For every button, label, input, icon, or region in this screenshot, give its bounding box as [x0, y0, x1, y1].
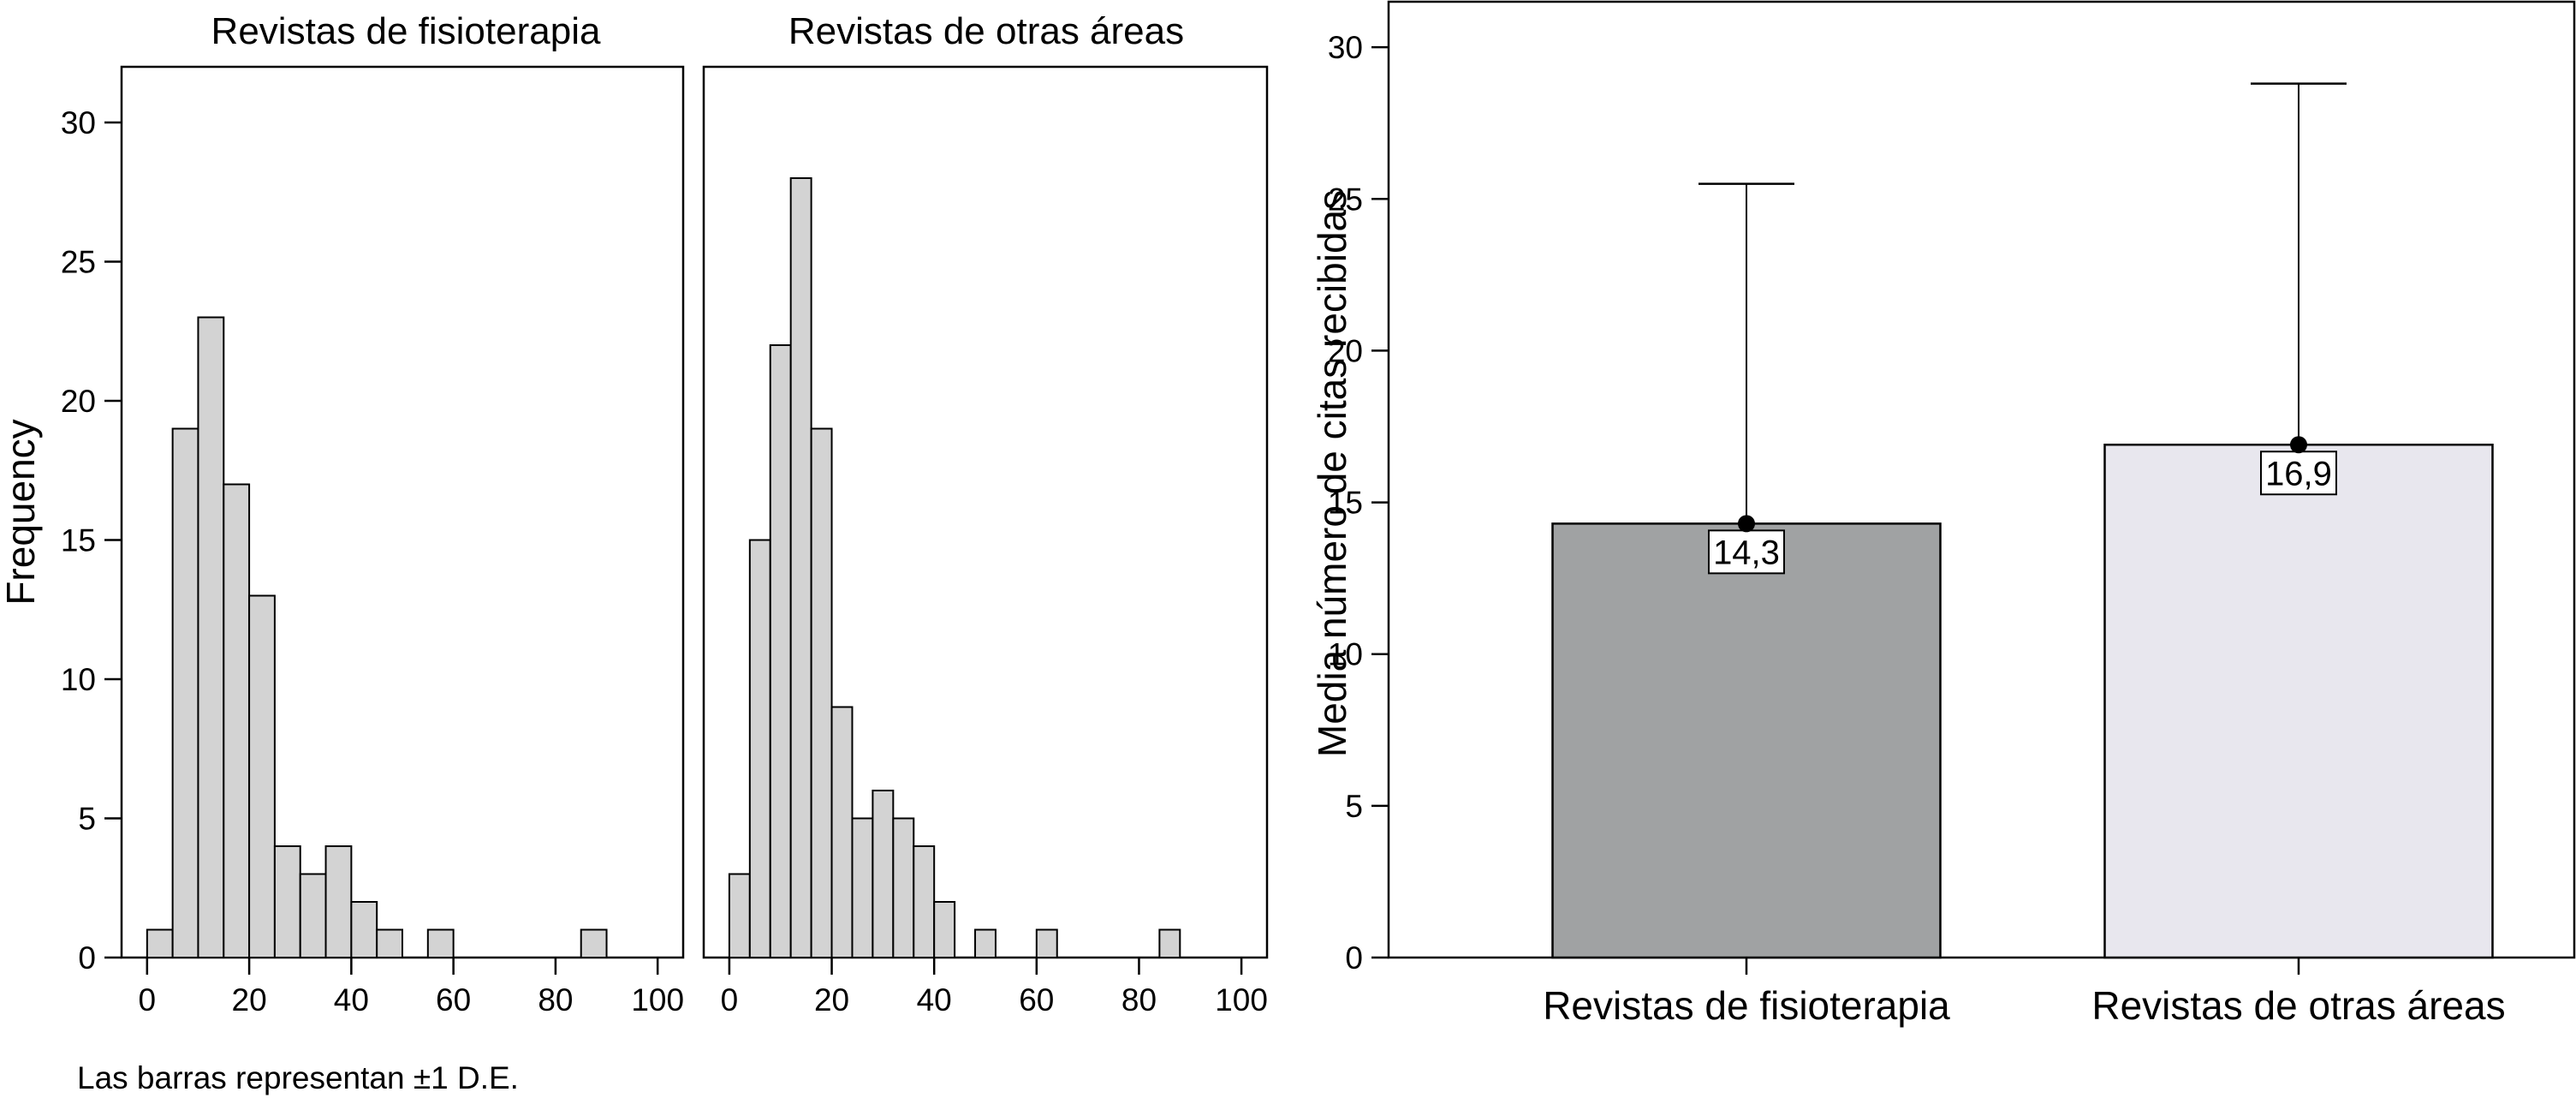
- histogram-bar: [299, 873, 327, 958]
- histogram-otras-areas-bars: [728, 177, 1181, 958]
- mean-bar: [1551, 522, 1942, 959]
- x-tick-label: 100: [631, 982, 684, 1017]
- histogram-bar: [350, 901, 378, 958]
- x-tick-label: 0: [721, 982, 739, 1017]
- histogram-bar: [426, 928, 455, 958]
- y-tick-label: 25: [61, 245, 96, 280]
- y-tick-label: 10: [61, 662, 96, 697]
- histogram-bar: [1158, 928, 1181, 958]
- y-tick-label: 0: [1345, 940, 1363, 976]
- bar-chart-y-axis-label: Media número de citas recibidas: [1310, 190, 1354, 757]
- x-tick-label: 40: [917, 982, 952, 1017]
- bar-chart-bars: 14,3 16,9: [1551, 82, 2494, 959]
- histogram-fisioterapia-title: Revistas de fisioterapia: [211, 10, 601, 52]
- histogram-bar: [728, 873, 751, 958]
- histogram-otras-areas: Revistas de otras áreas 0 20 40 60 80 100: [702, 10, 1269, 1017]
- x-tick-label: 80: [1121, 982, 1157, 1017]
- histogram-bar: [146, 928, 174, 958]
- histogram-otras-areas-title: Revistas de otras áreas: [788, 10, 1184, 52]
- histogram-bar: [223, 483, 251, 958]
- histogram-y-axis-label: Frequency: [0, 419, 43, 605]
- x-tick-label: 20: [814, 982, 849, 1017]
- y-tick-label: 5: [78, 802, 96, 837]
- mean-marker: [1738, 515, 1755, 533]
- x-tick-label: 20: [232, 982, 267, 1017]
- histogram-bar: [872, 790, 895, 958]
- value-label-box: [1708, 529, 1785, 575]
- y-tick-label: 30: [61, 105, 96, 140]
- x-tick-label: 60: [1019, 982, 1054, 1017]
- y-tick-label: 0: [78, 940, 96, 976]
- histogram-bar: [933, 901, 956, 958]
- x-tick-label: 60: [436, 982, 471, 1017]
- x-tick-label: 0: [139, 982, 157, 1017]
- histogram-bar: [171, 427, 199, 958]
- y-tick-label: 15: [61, 523, 96, 558]
- mean-marker: [2290, 436, 2307, 454]
- histogram-otras-areas-x-axis: 0 20 40 60 80 100: [721, 958, 1268, 1017]
- x-tick-label: 100: [1215, 982, 1268, 1017]
- histogram-bar: [376, 928, 404, 958]
- x-tick-label: 40: [334, 982, 369, 1017]
- y-tick-label: 30: [1328, 30, 1363, 65]
- histogram-bar: [273, 845, 301, 958]
- histogram-bar: [248, 594, 276, 958]
- footnote: Las barras representan ±1 D.E.: [77, 1060, 519, 1095]
- x-tick-label: 80: [538, 982, 573, 1017]
- y-tick-label: 25: [1328, 182, 1363, 217]
- histogram-bar: [810, 427, 833, 958]
- mean-bar: [2103, 444, 2494, 959]
- histogram-bar: [580, 928, 608, 958]
- histogram-bar: [830, 706, 854, 958]
- bar-chart-frame: [1387, 0, 2576, 959]
- x-category-label: Revistas de otras áreas: [2091, 983, 2505, 1028]
- histogram-fisioterapia-y-axis: 0 5 10 15 20 25 30: [61, 105, 122, 976]
- histogram-bar: [748, 539, 771, 958]
- bar-chart-x-axis: Revistas de fisioterapia Revistas de otra…: [1543, 958, 2506, 1028]
- histogram-bar: [769, 344, 792, 958]
- histogram-bar: [197, 316, 225, 958]
- histogram-bar: [1035, 928, 1058, 958]
- x-category-label: Revistas de fisioterapia: [1543, 983, 1950, 1028]
- histogram-fisioterapia-x-axis: 0 20 40 60 80 100: [139, 958, 684, 1017]
- y-tick-label: 15: [1328, 486, 1363, 521]
- histogram-bar: [892, 817, 915, 958]
- y-tick-label: 20: [1328, 333, 1363, 368]
- bar-chart-y-axis: 0 5 10 15 20 25 30: [1328, 30, 1389, 976]
- histogram-bar: [851, 817, 874, 958]
- y-tick-label: 10: [1328, 637, 1363, 672]
- mean-citations-bar-chart: 0 5 10 15 20 25 30 14,3 16,9 Revistas de fisiot…: [1310, 0, 2576, 1028]
- histogram-bar: [324, 845, 353, 958]
- histogram-bar: [913, 845, 936, 958]
- value-label: 14,3: [1713, 534, 1780, 571]
- value-label: 16,9: [2265, 455, 2332, 492]
- histogram-fisioterapia-bars: [146, 316, 608, 958]
- y-tick-label: 5: [1345, 789, 1363, 824]
- y-tick-label: 20: [61, 384, 96, 419]
- histogram-bar: [789, 177, 812, 958]
- histogram-bar: [974, 928, 996, 958]
- histogram-fisioterapia: Revistas de fisioterapia 0 5 10 15 20 25 30 0 2…: [0, 10, 685, 1017]
- value-label-box: [2260, 451, 2337, 496]
